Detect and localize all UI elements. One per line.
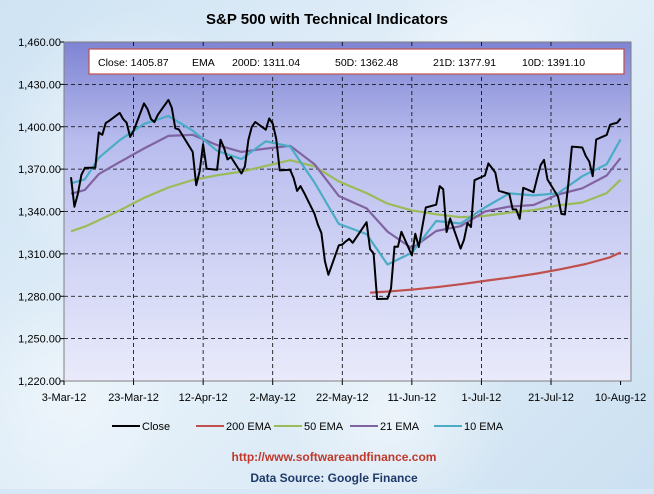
- x-tick-label: 23-Mar-12: [108, 392, 159, 404]
- y-tick-label: 1,280.00: [18, 291, 61, 303]
- x-tick-label: 11-Jun-12: [387, 392, 436, 404]
- series-line-200-ema: [370, 251, 622, 294]
- x-tick-label: 22-May-12: [316, 392, 369, 404]
- y-tick-label: 1,220.00: [18, 376, 61, 388]
- info-box: Close: 1405.87 EMA 200D: 1311.04 50D: 13…: [88, 48, 625, 75]
- x-tick-label: 10-Aug-12: [595, 392, 646, 404]
- x-tick-label: 21-Jul-12: [528, 392, 574, 404]
- legend-label-50-ema: 50 EMA: [304, 421, 344, 433]
- series-line-50-ema: [70, 159, 622, 233]
- info-close: Close: 1405.87: [98, 57, 169, 69]
- y-tick-label: 1,370.00: [18, 164, 61, 176]
- x-axis: 3-Mar-12 23-Mar-12 12-Apr-12 2-May-12 22-May…: [42, 381, 646, 404]
- series-line-close: [70, 98, 622, 300]
- info-50d: 50D: 1362.48: [335, 57, 398, 69]
- y-tick-label: 1,250.00: [18, 334, 61, 346]
- series-line-21-ema: [70, 133, 622, 250]
- legend-label-close: Close: [142, 421, 170, 433]
- y-tick-label: 1,340.00: [18, 207, 61, 219]
- info-ema-label: EMA: [192, 57, 215, 69]
- x-tick-label: 3-Mar-12: [42, 392, 87, 404]
- y-tick-label: 1,460.00: [18, 37, 61, 49]
- info-10d: 10D: 1391.10: [522, 57, 585, 69]
- y-tick-label: 1,430.00: [18, 79, 61, 91]
- x-tick-label: 1-Jul-12: [462, 392, 502, 404]
- y-axis: 1,220.00 1,250.00 1,280.00 1,310.00 1,340.00…: [18, 37, 64, 388]
- data-source: Data Source: Google Finance: [250, 471, 418, 485]
- y-tick-label: 1,310.00: [18, 249, 61, 261]
- x-tick-label: 2-May-12: [249, 392, 295, 404]
- source-url: http://www.softwareandfinance.com: [232, 450, 437, 464]
- legend: Close 200 EMA 50 EMA 21 EMA 10 EMA: [112, 421, 504, 433]
- info-box-frame: [88, 48, 625, 75]
- grid-lines: [64, 42, 631, 381]
- x-tick-label: 12-Apr-12: [179, 392, 228, 404]
- info-21d: 21D: 1377.91: [433, 57, 496, 69]
- series-lines: [70, 98, 622, 300]
- legend-label-200-ema: 200 EMA: [226, 421, 272, 433]
- legend-label-21-ema: 21 EMA: [380, 421, 420, 433]
- y-tick-label: 1,400.00: [18, 122, 61, 134]
- info-200d: 200D: 1311.04: [232, 57, 300, 69]
- legend-label-10-ema: 10 EMA: [464, 421, 504, 433]
- series-line-10-ema: [70, 114, 622, 266]
- chart-title: S&P 500 with Technical Indicators: [206, 11, 448, 28]
